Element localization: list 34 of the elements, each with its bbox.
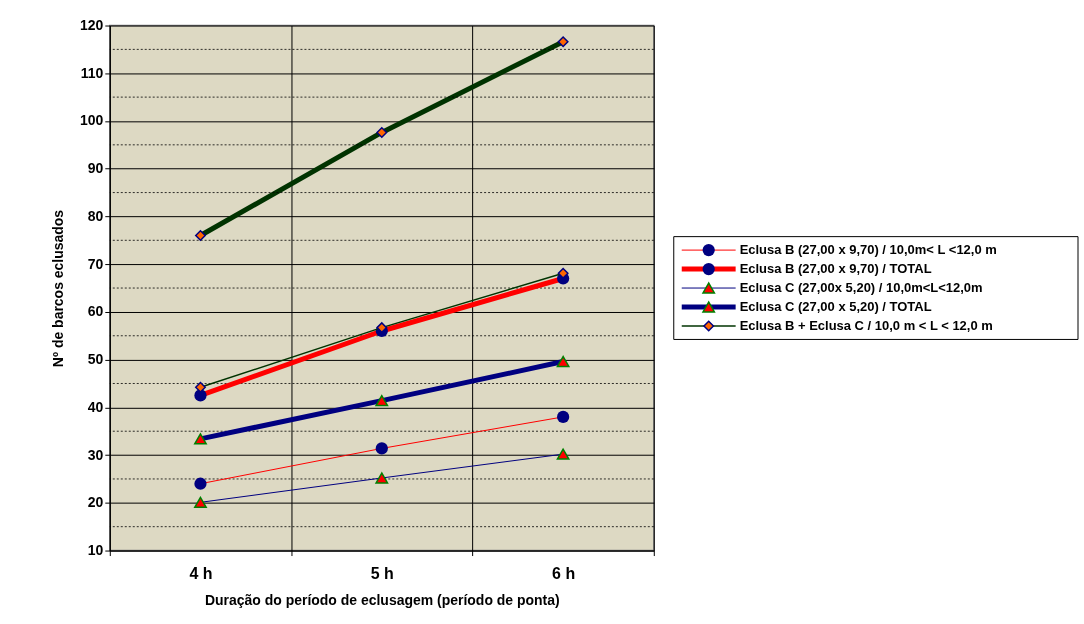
- y-axis-title: Nº de barcos eclusados: [50, 209, 67, 368]
- point: [194, 230, 206, 242]
- y-tick-label: 10: [87, 542, 104, 559]
- x-tick-label: 4 h: [189, 565, 213, 582]
- y-tick-label: 40: [87, 398, 104, 415]
- y-tick-label: 60: [87, 303, 104, 320]
- point: [194, 433, 207, 445]
- x-tick-label: 6 h: [552, 565, 576, 582]
- legend-label: Eclusa B + Eclusa C / 10,0 m < L < 12,0 m: [739, 317, 993, 333]
- legend-label: Eclusa C (27,00 x 5,20) / TOTAL: [739, 298, 932, 314]
- y-tick-label: 110: [80, 64, 104, 81]
- legend-label: Eclusa B (27,00 x 9,70) / TOTAL: [739, 261, 932, 277]
- point: [557, 410, 570, 424]
- point: [194, 477, 207, 490]
- y-tick-label: 50: [87, 351, 104, 368]
- x-tick-label: 5 h: [370, 565, 394, 582]
- point: [194, 496, 207, 509]
- point: [556, 355, 570, 368]
- y-tick-label: 70: [87, 255, 104, 272]
- point: [375, 472, 389, 484]
- x-axis-title: Duração do período de eclusagem (período de ponta): [204, 591, 560, 608]
- y-tick-label: 90: [87, 160, 104, 177]
- legend-label: Eclusa B (27,00 x 9,70) / 10,0m< L <12,0 m: [739, 242, 997, 258]
- point: [376, 126, 388, 138]
- y-tick-label: 20: [87, 494, 104, 511]
- point: [557, 36, 569, 48]
- point: [556, 448, 570, 460]
- y-tick-label: 80: [87, 207, 104, 224]
- point: [375, 395, 389, 407]
- legend-label: Eclusa C (27,00x 5,20) / 10,0m<L<12,0m: [739, 280, 983, 296]
- point: [375, 442, 388, 455]
- y-tick-label: 100: [80, 112, 104, 129]
- y-tick-label: 30: [87, 446, 104, 463]
- y-tick-label: 120: [80, 17, 104, 34]
